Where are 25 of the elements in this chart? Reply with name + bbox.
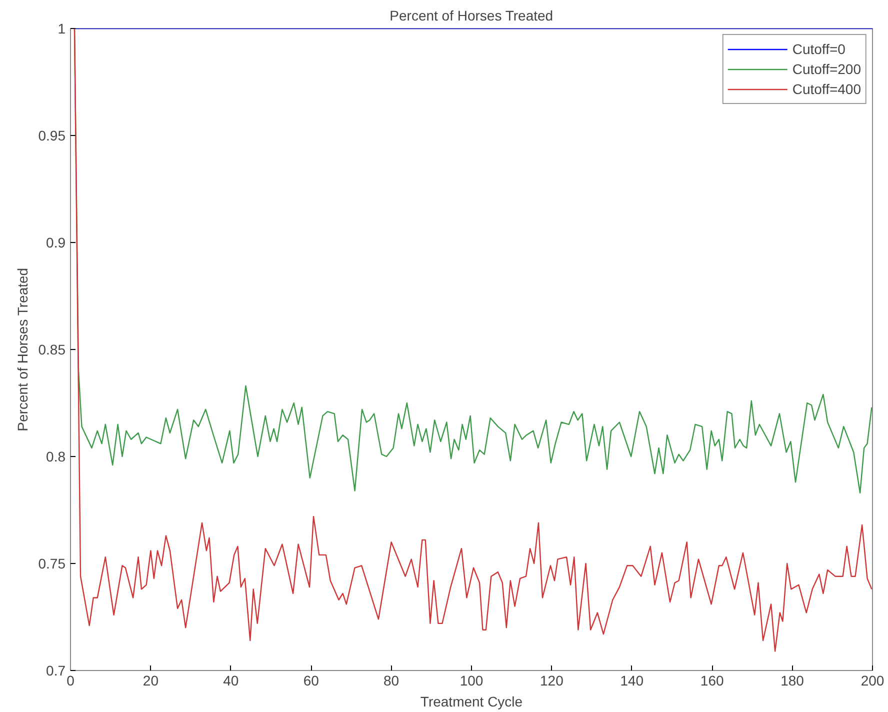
y-tick-label: 0.8 bbox=[46, 448, 66, 464]
x-tick-label: 80 bbox=[384, 672, 400, 688]
x-axis-title: Treatment Cycle bbox=[420, 694, 523, 710]
x-tick-label: 180 bbox=[780, 672, 804, 688]
line-series bbox=[74, 28, 872, 652]
x-tick-label: 120 bbox=[540, 672, 564, 688]
y-tick-label: 0.75 bbox=[38, 556, 66, 572]
legend-label: Cutoff=0 bbox=[792, 41, 846, 57]
x-tick-label: 60 bbox=[303, 672, 320, 688]
y-tick-label: 0.85 bbox=[38, 342, 66, 358]
chart-title: Percent of Horses Treated bbox=[390, 8, 554, 24]
y-tick-label: 1 bbox=[58, 20, 66, 36]
legend-label: Cutoff=200 bbox=[792, 61, 861, 77]
y-axis-title: Percent of Horses Treated bbox=[14, 268, 30, 432]
x-tick-label: 140 bbox=[620, 672, 644, 688]
y-tick-label: 0.9 bbox=[46, 234, 66, 250]
x-tick-label: 40 bbox=[223, 672, 239, 688]
legend-label: Cutoff=400 bbox=[792, 81, 861, 97]
y-tick-label: 0.95 bbox=[38, 128, 66, 144]
y-tick-label: 0.7 bbox=[46, 662, 66, 678]
x-tick-label: 200 bbox=[860, 672, 884, 688]
x-tick-label: 0 bbox=[66, 672, 75, 688]
x-tick-label: 20 bbox=[142, 672, 159, 688]
x-tick-label: 100 bbox=[460, 672, 484, 688]
x-tick-label: 160 bbox=[700, 672, 724, 688]
